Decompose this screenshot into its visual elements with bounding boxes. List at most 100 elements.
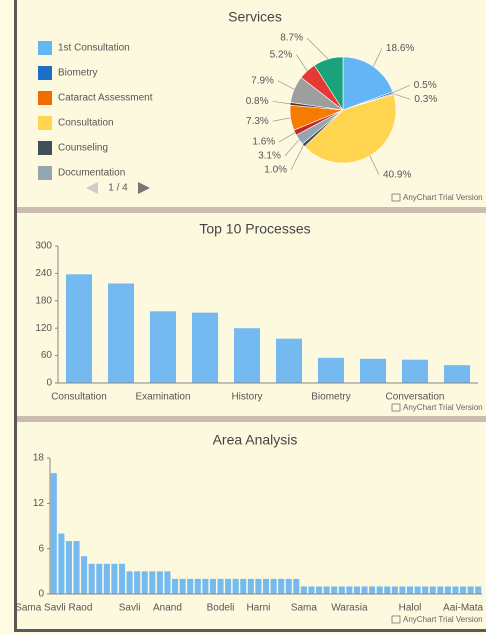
data-label: 5.2% [270,49,293,60]
bar [202,578,209,594]
bar [270,578,277,594]
y-tick-label: 120 [35,323,52,334]
bar [308,586,315,594]
legend-label: Documentation [58,168,125,179]
bar [247,578,254,594]
bar [240,578,247,594]
bar [149,571,156,594]
leader-line [272,117,291,122]
bar [275,338,303,383]
bar [262,578,270,594]
bar [225,578,232,594]
legend-label: Consultation [58,118,114,129]
bar [317,357,345,383]
bar [88,563,95,594]
y-tick-label: 300 [35,241,52,252]
bar [191,312,219,383]
data-label: 1.6% [252,137,275,148]
pie-slice [313,56,344,112]
panel [14,421,486,629]
x-tick-label: Sama [291,603,318,614]
bar [444,586,451,594]
bar [401,359,429,383]
credit: AnyChart Trial Version [403,615,483,624]
bar [414,586,421,594]
chart-title: Top 10 Processes [199,221,310,237]
leader-line [290,145,304,171]
bar [96,563,103,594]
bar [164,571,171,594]
data-label: 18.6% [386,43,414,54]
bar [111,563,118,594]
bar [255,578,262,594]
data-label: 0.3% [414,94,437,105]
bar [103,563,110,594]
data-label: 3.1% [258,151,281,162]
y-tick-label: 12 [33,498,45,509]
legend-label: Cataract Assessment [58,93,153,104]
bar [156,571,163,594]
leader-line [392,84,410,93]
bar [300,586,307,594]
credit-icon [391,193,401,202]
bar [209,578,216,594]
bar [359,358,387,383]
y-tick-label: 60 [41,350,53,361]
bar [50,473,57,594]
bar [406,586,414,594]
y-tick-label: 180 [35,295,52,306]
leader-line [373,48,383,67]
bar [233,328,261,383]
bar [293,578,300,594]
x-tick-label: Harni [246,603,270,614]
leader-line [369,155,380,175]
bar [217,578,224,594]
bar [422,586,429,594]
x-tick-label: Consultation [51,392,107,403]
x-tick-label: Aai-Mata [443,603,483,614]
legend-swatch [38,66,52,80]
leader-line [278,132,296,143]
bar [316,586,323,594]
x-tick-label: Anand [153,603,182,614]
panel [14,0,486,208]
bar [73,541,80,594]
y-tick-label: 0 [46,378,52,389]
bar [126,571,133,594]
credit: AnyChart Trial Version [403,403,483,412]
leader-line [284,139,300,157]
leader-line [296,54,308,72]
legend-swatch [38,166,52,180]
pager-prev [86,182,98,194]
bar [118,563,126,594]
pager-next [138,182,150,194]
data-label: 0.8% [246,96,269,107]
bar [172,578,179,594]
bar [65,541,72,594]
legend-label: 1st Consultation [58,43,130,54]
leader-line [277,80,295,90]
x-tick-label: Conversation [386,392,445,403]
bar [187,578,194,594]
data-label: 1.0% [264,165,287,176]
border [14,629,486,632]
bar [285,578,292,594]
data-label: 7.9% [251,75,274,86]
chart-title: Area Analysis [213,432,298,448]
bar [346,586,353,594]
bar [149,311,177,383]
separator [14,207,486,213]
bar [399,586,406,594]
bar [58,533,65,594]
credit-icon [391,615,401,624]
bar [361,586,368,594]
bar [429,586,436,594]
legend-swatch [38,41,52,55]
bar [65,274,93,383]
y-tick-label: 0 [38,589,44,600]
bar [323,586,330,594]
x-tick-label: Sama Savli Raod [15,603,92,614]
legend-swatch [38,116,52,130]
legend-swatch [38,141,52,155]
bar [391,586,398,594]
